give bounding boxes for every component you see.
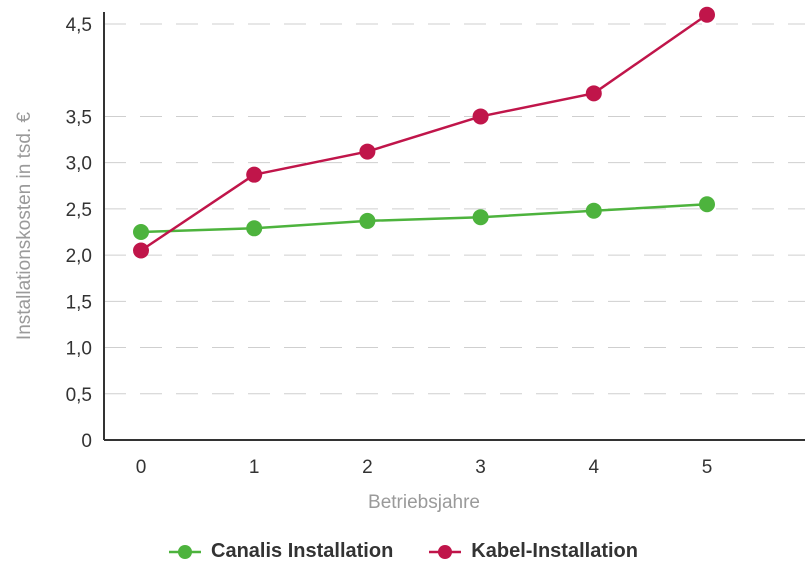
y-tick-labels: 0 0,5 1,0 1,5 2,0 2,5 3,0 3,5 4,5: [66, 15, 92, 452]
data-point[interactable]: [246, 166, 263, 183]
y-tick-label: 4,5: [66, 15, 92, 36]
data-point[interactable]: [133, 224, 149, 240]
y-tick-label: 1,0: [66, 339, 92, 360]
data-point[interactable]: [359, 143, 376, 160]
x-tick-label: 0: [136, 457, 147, 478]
data-point[interactable]: [472, 209, 489, 226]
x-tick-label: 1: [249, 457, 260, 478]
y-tick-label: 1,5: [66, 292, 92, 313]
legend-marker-kabel: [429, 544, 462, 559]
legend: Canalis Installation Kabel-Installation: [0, 540, 805, 563]
y-tick-label: 0,5: [66, 385, 92, 406]
y-tick-label: 2,0: [66, 246, 92, 267]
x-tick-labels: 0 1 2 3 4 5: [136, 457, 713, 478]
data-point[interactable]: [472, 108, 489, 125]
legend-label-canalis: Canalis Installation: [211, 540, 394, 562]
y-tick-label: 0: [81, 431, 92, 452]
legend-label-kabel: Kabel-Installation: [471, 540, 638, 562]
axes: [103, 12, 805, 441]
x-tick-label: 4: [589, 457, 600, 478]
x-tick-label: 5: [702, 457, 713, 478]
x-tick-label: 3: [475, 457, 486, 478]
series-group: [133, 6, 715, 259]
x-axis-title: Betriebsjahre: [368, 492, 480, 513]
x-tick-label: 2: [362, 457, 373, 478]
gridlines: [104, 23, 805, 395]
data-point[interactable]: [585, 202, 602, 219]
series-line-0: [140, 203, 708, 234]
line-chart: 0 0,5 1,0 1,5 2,0 2,5 3,0 3,5 4,5 0 1 2 3 4 5 Betrieb…: [14, 6, 805, 513]
y-tick-label: 2,5: [66, 200, 92, 221]
legend-marker-canalis: [169, 544, 202, 559]
data-point[interactable]: [246, 220, 263, 237]
legend-item-canalis[interactable]: Canalis Installation: [167, 540, 393, 563]
y-tick-label: 3,0: [66, 154, 92, 175]
y-axis-title: Installationskosten in tsd. €: [14, 112, 35, 341]
data-point[interactable]: [699, 196, 715, 213]
series-line-1: [140, 13, 708, 252]
data-point[interactable]: [699, 6, 715, 23]
data-point[interactable]: [359, 212, 376, 229]
data-point[interactable]: [585, 85, 602, 102]
y-tick-label: 3,5: [66, 107, 92, 128]
legend-item-kabel[interactable]: Kabel-Installation: [427, 540, 638, 563]
data-point[interactable]: [133, 242, 149, 259]
